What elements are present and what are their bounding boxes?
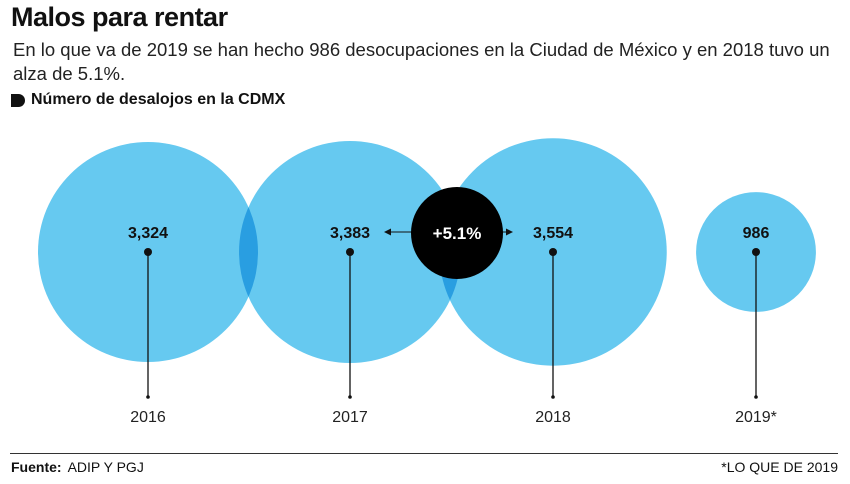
value-label: 986	[743, 225, 770, 242]
legend-marker-icon	[11, 93, 25, 107]
end-dot-2019*	[754, 395, 758, 399]
category-label: 2019*	[735, 409, 777, 426]
source-label: Fuente:	[11, 459, 62, 475]
footer-divider	[10, 453, 838, 454]
end-dot-2017	[348, 395, 352, 399]
arrow-right-icon	[506, 228, 513, 236]
end-dot-2016	[146, 395, 150, 399]
dot-2016	[144, 248, 152, 256]
change-badge	[411, 187, 503, 279]
category-label: 2016	[130, 409, 166, 426]
category-label: 2017	[332, 409, 368, 426]
value-label: 3,383	[330, 225, 370, 242]
value-label: 3,554	[533, 225, 573, 242]
category-label: 2018	[535, 409, 571, 426]
dot-2019*	[752, 248, 760, 256]
source-text: ADIP Y PGJ	[67, 459, 144, 475]
source: Fuente: ADIP Y PGJ	[11, 459, 144, 475]
value-label: 3,324	[128, 225, 168, 242]
arrow-left-icon	[384, 228, 391, 236]
legend: Número de desalojos en la CDMX	[11, 91, 285, 109]
end-dot-2018	[551, 395, 555, 399]
legend-label: Número de desalojos en la CDMX	[31, 91, 286, 108]
chart-subtitle: En lo que va de 2019 se han hecho 986 de…	[13, 39, 830, 84]
footnote: *LO QUE DE 2019	[721, 459, 838, 475]
dot-2018	[549, 248, 557, 256]
chart-title: Malos para rentar	[11, 2, 228, 32]
dot-2017	[346, 248, 354, 256]
change-label: +5.1%	[433, 224, 482, 243]
